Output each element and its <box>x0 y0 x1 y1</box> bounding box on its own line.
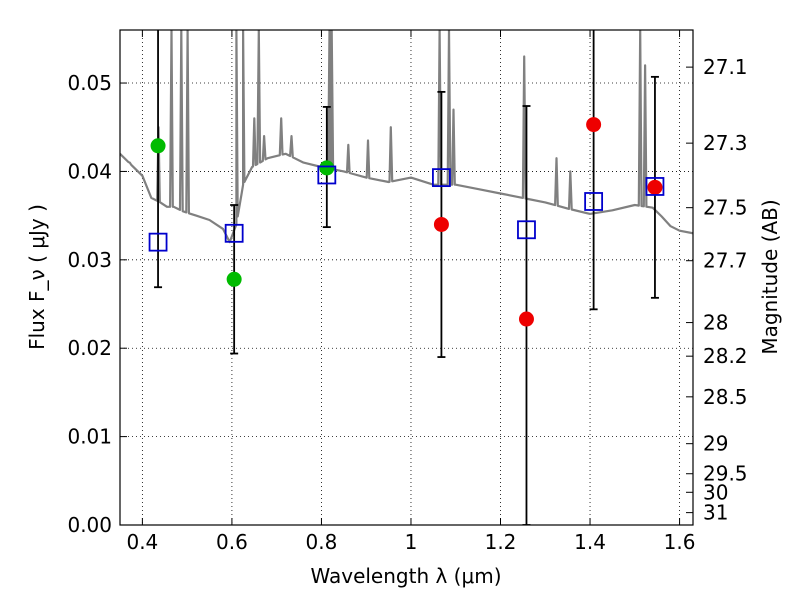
spectrum-line <box>120 30 693 244</box>
circle-marker <box>518 311 534 327</box>
data-markers <box>148 117 665 327</box>
circle-marker <box>647 179 663 195</box>
right-tick-label: 27.1 <box>703 55 748 79</box>
x-tick-label: 0.8 <box>306 530 338 554</box>
circle-marker <box>433 216 449 232</box>
model-square-marker <box>148 232 168 252</box>
right-tick-label: 31 <box>703 501 728 525</box>
circle-marker <box>586 117 602 133</box>
model-square-marker <box>317 165 337 185</box>
model-square-marker <box>224 223 244 243</box>
circle-marker <box>226 271 242 287</box>
right-tick-label: 27.3 <box>703 131 748 155</box>
y-tick-label: 0.05 <box>67 71 112 95</box>
right-tick-label: 28.5 <box>703 385 748 409</box>
plot-frame <box>119 29 694 526</box>
right-tick-label: 28 <box>703 311 728 335</box>
model-square-marker <box>584 192 604 211</box>
x-tick-label: 0.6 <box>216 530 248 554</box>
right-tick-label: 27.5 <box>703 196 748 220</box>
right-tick-label: 30 <box>703 480 728 504</box>
right-tick-label: 29 <box>703 432 728 456</box>
right-tick-label: 28.2 <box>703 344 748 368</box>
y-tick-label: 0.02 <box>67 336 112 360</box>
x-tick-label: 1.2 <box>485 530 517 554</box>
x-tick-label: 1 <box>405 530 418 554</box>
model-square-marker <box>432 168 451 188</box>
y-axis-label: Flux F_ν ( μJy ) <box>25 204 49 350</box>
plot-background <box>120 30 693 525</box>
x-axis-label: Wavelength λ (μm) <box>310 564 501 588</box>
grid-lines <box>120 30 693 525</box>
circle-marker <box>150 138 166 154</box>
right-tick-label: 27.7 <box>703 249 748 273</box>
model-square-marker <box>645 177 665 196</box>
x-tick-label: 1.6 <box>664 530 696 554</box>
tick-labels: 0.4 0.6 0.8 1 1.2 1.4 1.6 0.00 0.01 0.02 0.03 0.04 0… <box>67 55 747 554</box>
x-tick-label: 1.4 <box>574 530 606 554</box>
circle-marker <box>319 160 335 176</box>
y-tick-label: 0.03 <box>67 248 112 272</box>
axis-ticks <box>120 30 693 526</box>
x-tick-label: 0.4 <box>126 530 158 554</box>
model-square-marker <box>517 220 536 240</box>
y-tick-label: 0.00 <box>67 513 112 537</box>
right-axis-label: Magnitude (AB) <box>758 199 782 354</box>
spectrum-layer <box>120 30 693 244</box>
y-tick-label: 0.01 <box>67 425 112 449</box>
y-tick-label: 0.04 <box>67 159 112 183</box>
right-tick-label: 29.5 <box>703 462 748 486</box>
